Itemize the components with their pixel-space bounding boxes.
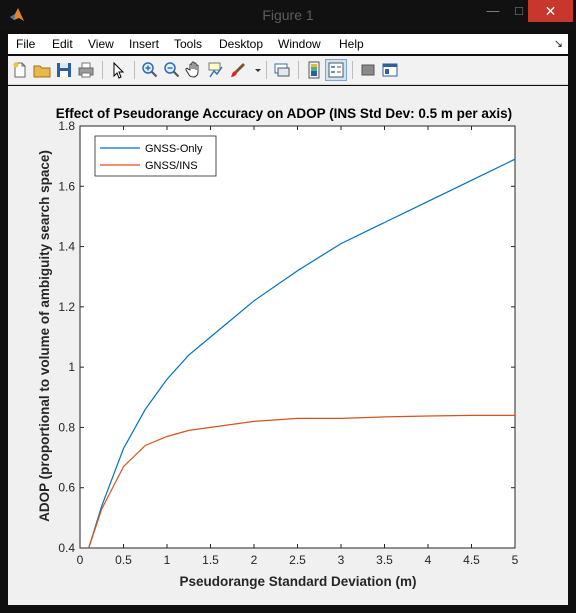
menu-edit[interactable]: Edit bbox=[52, 37, 73, 51]
legend-label-gnss-ins: GNSS/INS bbox=[145, 160, 198, 172]
colorbar-icon[interactable] bbox=[304, 60, 324, 80]
maximize-button[interactable]: □ bbox=[515, 3, 523, 18]
x-tick-label: 1.5 bbox=[202, 553, 219, 567]
new-file-icon[interactable] bbox=[10, 60, 30, 80]
x-axis-label: Pseudorange Standard Deviation (m) bbox=[179, 574, 416, 589]
x-tick-label: 2 bbox=[251, 553, 258, 567]
x-tick-label: 0 bbox=[77, 553, 84, 567]
x-tick-label: 5 bbox=[512, 553, 519, 567]
link-icon[interactable] bbox=[272, 60, 292, 80]
save-icon[interactable] bbox=[54, 60, 74, 80]
legend[interactable]: GNSS-Only GNSS/INS bbox=[94, 135, 217, 177]
menu-tools[interactable]: Tools bbox=[174, 37, 203, 51]
series-line-gnss-only[interactable] bbox=[88, 158, 516, 549]
menu-desktop[interactable]: Desktop bbox=[219, 37, 264, 51]
series-layer bbox=[88, 158, 516, 549]
y-tick-label: 1 bbox=[68, 360, 75, 374]
y-tick-label: 0.6 bbox=[58, 481, 75, 495]
menu-file[interactable]: File bbox=[16, 37, 36, 51]
toolbar-separator bbox=[298, 61, 299, 79]
plot-area[interactable] bbox=[79, 125, 516, 549]
x-tick-label: 2.5 bbox=[289, 553, 306, 567]
x-axis: 0 0.5 1 1.5 2 2.5 3 3.5 4 4.5 5 bbox=[77, 126, 519, 567]
x-tick-label: 0.5 bbox=[115, 553, 132, 567]
toolbar-separator bbox=[266, 61, 267, 79]
dock-figure-icon[interactable]: ↘ bbox=[553, 38, 563, 50]
x-tick-label: 3.5 bbox=[376, 553, 393, 567]
folder-icon[interactable] bbox=[32, 60, 52, 80]
y-tick-label: 1.8 bbox=[58, 119, 75, 133]
toolbar-separator bbox=[352, 61, 353, 79]
show-tools-icon[interactable] bbox=[380, 60, 400, 80]
legend-label-gnss-only: GNSS-Only bbox=[145, 143, 203, 155]
minimize-button[interactable]: — bbox=[486, 3, 500, 18]
menu-window[interactable]: Window bbox=[278, 37, 321, 51]
series-line-gnss-ins[interactable] bbox=[88, 414, 515, 549]
close-button[interactable]: ✕ bbox=[528, 0, 573, 22]
print-icon[interactable] bbox=[76, 60, 96, 80]
zoom-out-icon[interactable] bbox=[162, 60, 182, 80]
x-tick-label: 3 bbox=[338, 553, 345, 567]
menu-bar: File Edit View Insert Tools Desktop Wind… bbox=[8, 34, 568, 54]
x-tick-label: 4.5 bbox=[463, 553, 480, 567]
hide-tools-icon[interactable] bbox=[358, 60, 378, 80]
arrow-cursor-icon[interactable] bbox=[108, 60, 128, 80]
y-tick-label: 1.2 bbox=[58, 300, 75, 314]
toolbar-separator bbox=[134, 61, 135, 79]
menu-insert[interactable]: Insert bbox=[129, 37, 160, 51]
toolbar-separator bbox=[102, 61, 103, 79]
figure-canvas: 0 0.5 1 1.5 2 2.5 3 3.5 4 4.5 5 0.4 0.6 0.8 1 1.2 1.4 1.… bbox=[8, 86, 568, 605]
hand-icon[interactable] bbox=[184, 60, 204, 80]
y-axis-label: ADOP (proportional to volume of ambiguit… bbox=[37, 150, 52, 522]
menu-view[interactable]: View bbox=[88, 37, 114, 51]
matlab-logo-icon bbox=[9, 7, 25, 23]
menu-help[interactable]: Help bbox=[339, 37, 364, 51]
y-tick-label: 0.8 bbox=[58, 420, 75, 434]
y-tick-label: 1.6 bbox=[58, 179, 75, 193]
window-title: Figure 1 bbox=[262, 7, 314, 23]
figure-toolbar bbox=[8, 56, 568, 85]
y-axis: 0.4 0.6 0.8 1 1.2 1.4 1.6 1.8 bbox=[58, 119, 515, 555]
line-chart[interactable]: 0 0.5 1 1.5 2 2.5 3 3.5 4 4.5 5 0.4 0.6 0.8 1 1.2 1.4 1.… bbox=[8, 86, 568, 605]
zoom-in-icon[interactable] bbox=[140, 60, 160, 80]
x-tick-label: 1 bbox=[164, 553, 171, 567]
chart-title: Effect of Pseudorange Accuracy on ADOP (… bbox=[56, 106, 512, 121]
data-cursor-icon[interactable] bbox=[206, 60, 226, 80]
legend-box bbox=[94, 135, 217, 177]
brush-icon[interactable] bbox=[228, 60, 248, 80]
legend-icon[interactable] bbox=[325, 59, 347, 81]
chevron-down-icon[interactable] bbox=[248, 60, 261, 80]
y-tick-label: 1.4 bbox=[58, 240, 75, 254]
y-tick-label: 0.4 bbox=[58, 541, 75, 555]
title-bar[interactable]: Figure 1 — □ ✕ bbox=[0, 0, 576, 30]
x-tick-label: 4 bbox=[425, 553, 432, 567]
